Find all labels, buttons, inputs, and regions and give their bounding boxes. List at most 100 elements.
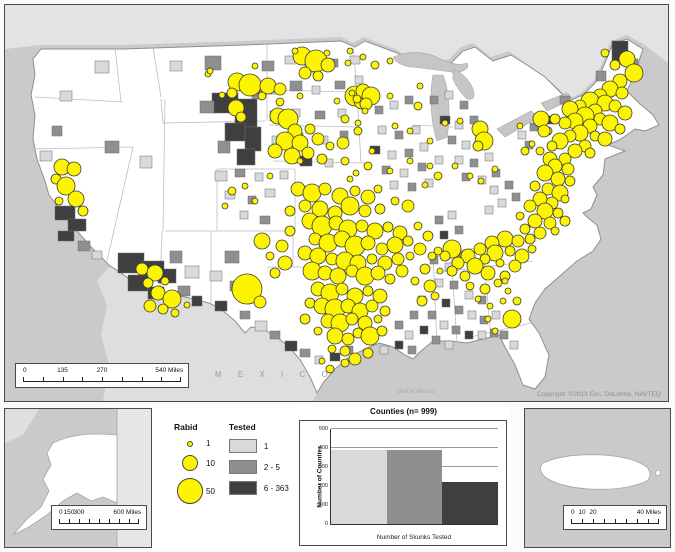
rabid-circle	[275, 97, 285, 107]
rabid-circle	[515, 211, 525, 221]
county-shape	[447, 135, 457, 145]
rabid-circle	[346, 47, 354, 55]
rabid-circle	[325, 364, 335, 374]
county-shape	[379, 345, 389, 355]
rabid-circle	[529, 180, 541, 192]
county-shape	[409, 310, 419, 320]
bar-2-5	[386, 449, 443, 524]
rabid-circle	[379, 305, 391, 317]
rabid-circle	[502, 309, 522, 329]
rabid-circle	[320, 57, 336, 73]
rabid-circle	[406, 127, 414, 135]
rabid-size-symbol	[177, 478, 203, 504]
rabid-legend-title: Rabid	[174, 422, 198, 432]
rabid-circle	[349, 185, 361, 197]
rabid-circle	[265, 251, 275, 261]
rabid-circle	[296, 157, 304, 165]
rabid-circle	[486, 302, 494, 310]
county-shape	[177, 285, 191, 297]
county-shape	[419, 325, 429, 335]
chart-title: Counties (n= 999)	[370, 407, 437, 416]
us-map-svg	[5, 5, 668, 401]
rabid-circle	[162, 289, 182, 309]
county-shape	[77, 240, 91, 252]
rabid-circle	[386, 167, 394, 175]
rabid-circle	[549, 113, 561, 125]
rabid-circle	[439, 250, 451, 262]
rabid-circle	[257, 91, 267, 101]
rabid-circle	[491, 165, 499, 173]
county-shape	[139, 155, 153, 169]
rabid-circle	[543, 216, 557, 230]
rabid-circle	[325, 141, 335, 151]
rabid-circle	[157, 303, 169, 315]
county-shape	[236, 148, 256, 166]
rabid-circle	[345, 312, 359, 326]
rabid-circle	[318, 182, 332, 196]
scalebar-tick-label: 0	[571, 509, 575, 516]
county-shape	[51, 125, 63, 137]
rabid-circle	[390, 196, 400, 206]
county-shape	[289, 80, 303, 92]
county-shape	[489, 185, 499, 195]
rabid-circle	[416, 82, 424, 90]
rabid-circle	[311, 132, 325, 146]
county-shape	[454, 225, 464, 235]
rabid-circle	[520, 146, 530, 156]
rabid-circle	[366, 253, 378, 265]
rabid-circle	[473, 242, 487, 256]
county-shape	[191, 295, 203, 307]
rabid-circle	[433, 246, 443, 256]
county-shape	[349, 55, 361, 65]
rabid-circle	[376, 325, 388, 337]
rabid-legend-item: 10	[174, 455, 215, 471]
rabid-circle	[609, 59, 621, 71]
bar-6-363	[442, 482, 499, 524]
rabid-circle	[533, 226, 547, 240]
county-shape	[439, 230, 449, 240]
rabid-circle	[558, 116, 572, 130]
county-shape	[184, 265, 200, 279]
rabid-circle	[421, 181, 429, 189]
rabid-circle	[560, 194, 570, 204]
rabid-circle	[427, 251, 437, 261]
y-tick-label: 100	[318, 502, 328, 508]
rabid-circle	[358, 204, 372, 218]
county-shape	[254, 320, 268, 332]
rabid-circle	[275, 239, 289, 253]
rabid-size-label: 10	[206, 458, 215, 468]
county-shape	[214, 170, 228, 182]
county-shape	[444, 340, 454, 350]
scalebar-tick-label: 0	[23, 367, 27, 374]
rabid-circle	[354, 119, 362, 127]
county-shape	[504, 180, 514, 190]
tested-legend-item: 2 - 5	[228, 460, 289, 474]
rabid-circle	[617, 105, 633, 121]
rabid-circle	[373, 184, 383, 194]
rabid-circle	[535, 146, 545, 156]
rabid-circle	[313, 326, 323, 336]
rabid-circle	[348, 352, 362, 366]
county-shape	[394, 340, 404, 350]
puerto-rico-inset-panel: 0 10 20 40 Miles	[524, 408, 671, 548]
rabid-circle	[66, 161, 82, 177]
rabid-circle	[359, 53, 367, 61]
county-shape	[407, 345, 417, 355]
rabid-circle	[456, 117, 464, 125]
chart-box: Number of Counties 0 100 200 300 400 500 Numb…	[299, 420, 507, 546]
county-shape	[264, 188, 276, 198]
rabid-circle	[430, 291, 440, 301]
county-shape	[449, 280, 459, 290]
county-shape	[94, 60, 110, 74]
rabid-circle	[480, 265, 496, 281]
county-shape	[461, 140, 471, 150]
rabid-circle	[77, 205, 89, 217]
county-shape	[169, 250, 183, 264]
gridline	[331, 447, 498, 448]
rabid-circle	[363, 161, 373, 171]
rabid-circle	[537, 124, 551, 138]
county-shape	[334, 80, 346, 90]
gulf-of-mexico-label: Gulf of Mexico	[397, 389, 436, 395]
county-shape	[497, 198, 507, 208]
county-shape	[434, 155, 444, 165]
